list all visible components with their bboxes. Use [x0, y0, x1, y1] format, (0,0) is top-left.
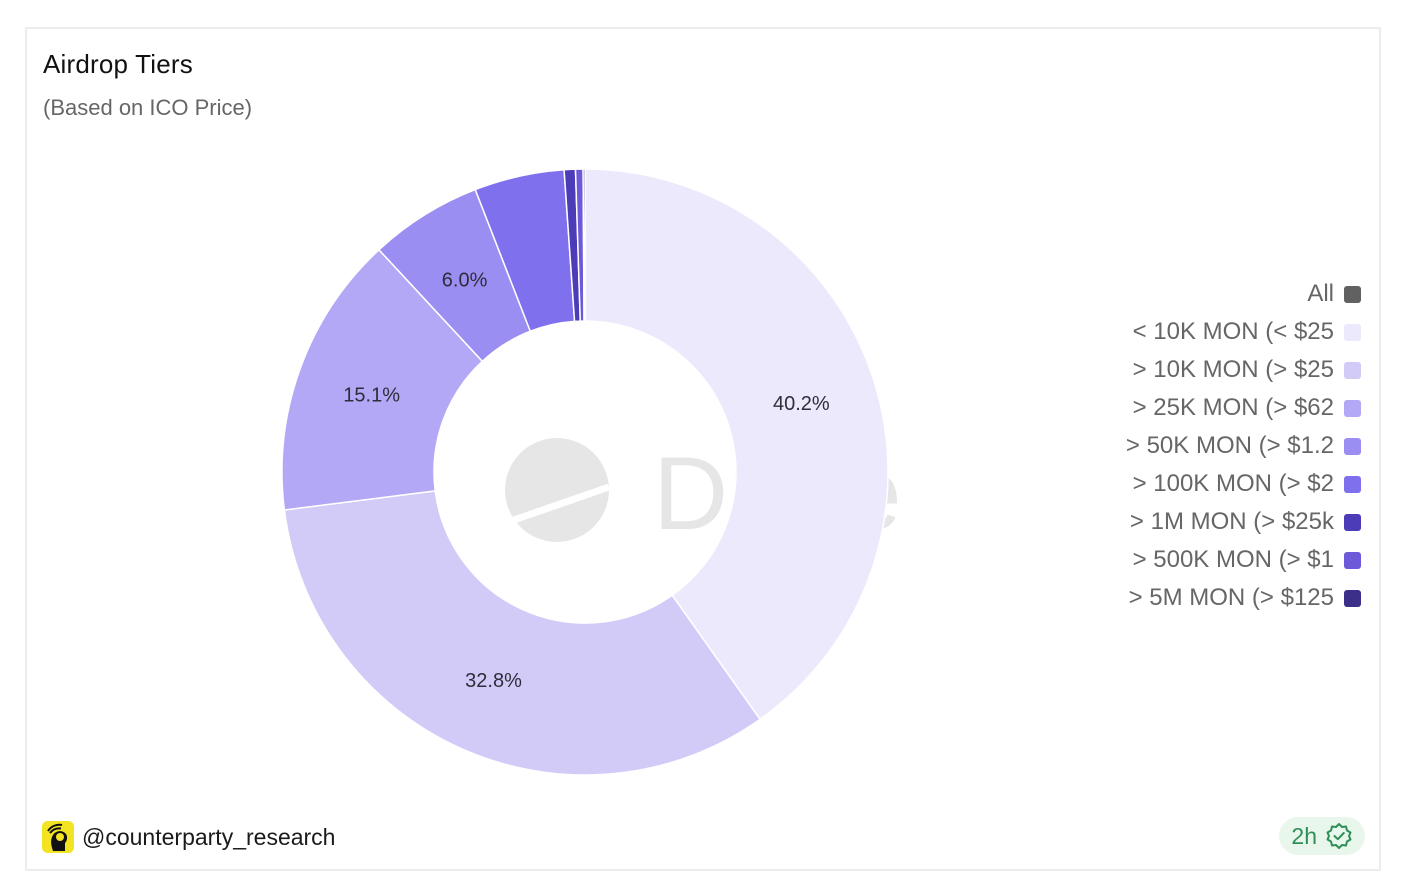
chart-card: Airdrop Tiers (Based on ICO Price) Dune …	[25, 27, 1381, 871]
legend-label: > 25K MON (> $62	[1132, 394, 1334, 421]
legend-swatch	[1344, 399, 1361, 417]
legend-label: > 5M MON (> $125	[1128, 584, 1334, 611]
chart-legend: All < 10K MON (< $25 > 10K MON (> $25 > 25K…	[1111, 275, 1361, 617]
pie-slice[interactable]	[584, 168, 889, 721]
freshness-badge[interactable]: 2h	[1279, 817, 1365, 855]
legend-item[interactable]: < 10K MON (< $25	[1111, 313, 1361, 351]
donut-chart: Dune 40.2%32.8%15.1%6.0%	[281, 168, 902, 776]
legend-item[interactable]: All	[1111, 275, 1361, 313]
chart-title: Airdrop Tiers	[43, 49, 193, 79]
legend-item[interactable]: > 50K MON (> $1.2	[1111, 427, 1361, 465]
reader-avatar-icon	[42, 821, 74, 853]
legend-item[interactable]: > 1M MON (> $25k	[1111, 503, 1361, 541]
legend-item[interactable]: > 100K MON (> $2	[1111, 465, 1361, 503]
legend-label: > 100K MON (> $2	[1132, 470, 1334, 497]
legend-swatch	[1344, 513, 1361, 531]
author-link[interactable]: @counterparty_research	[42, 821, 335, 853]
chart-subtitle: (Based on ICO Price)	[43, 95, 253, 120]
verified-badge-icon	[1326, 823, 1352, 849]
legend-swatch	[1344, 323, 1361, 341]
legend-label: > 500K MON (> $1	[1132, 546, 1334, 573]
pie-slice[interactable]	[283, 490, 762, 776]
legend-label: > 50K MON (> $1.2	[1125, 432, 1334, 459]
legend-item[interactable]: > 10K MON (> $25	[1111, 351, 1361, 389]
pie-slice[interactable]	[582, 168, 586, 322]
legend-swatch	[1344, 589, 1361, 607]
legend-label: > 1M MON (> $25k	[1129, 508, 1334, 535]
legend-swatch	[1344, 437, 1361, 455]
freshness-text: 2h	[1291, 822, 1317, 849]
legend-swatch	[1344, 475, 1361, 493]
legend-swatch	[1344, 361, 1361, 379]
legend-label: > 10K MON (> $25	[1132, 356, 1334, 383]
legend-swatch	[1344, 551, 1361, 569]
author-username: @counterparty_research	[82, 823, 336, 850]
legend-label: < 10K MON (< $25	[1132, 318, 1334, 345]
slice-data-label: 15.1%	[343, 384, 400, 406]
legend-label: All	[1307, 280, 1334, 307]
pie-slice[interactable]	[281, 248, 484, 511]
slice-data-label: 32.8%	[465, 670, 522, 692]
legend-item[interactable]: > 25K MON (> $62	[1111, 389, 1361, 427]
slice-data-label: 40.2%	[773, 393, 830, 415]
legend-item[interactable]: > 5M MON (> $125	[1111, 579, 1361, 617]
legend-item[interactable]: > 500K MON (> $1	[1111, 541, 1361, 579]
legend-swatch	[1344, 285, 1361, 303]
slice-data-label: 6.0%	[442, 270, 488, 292]
